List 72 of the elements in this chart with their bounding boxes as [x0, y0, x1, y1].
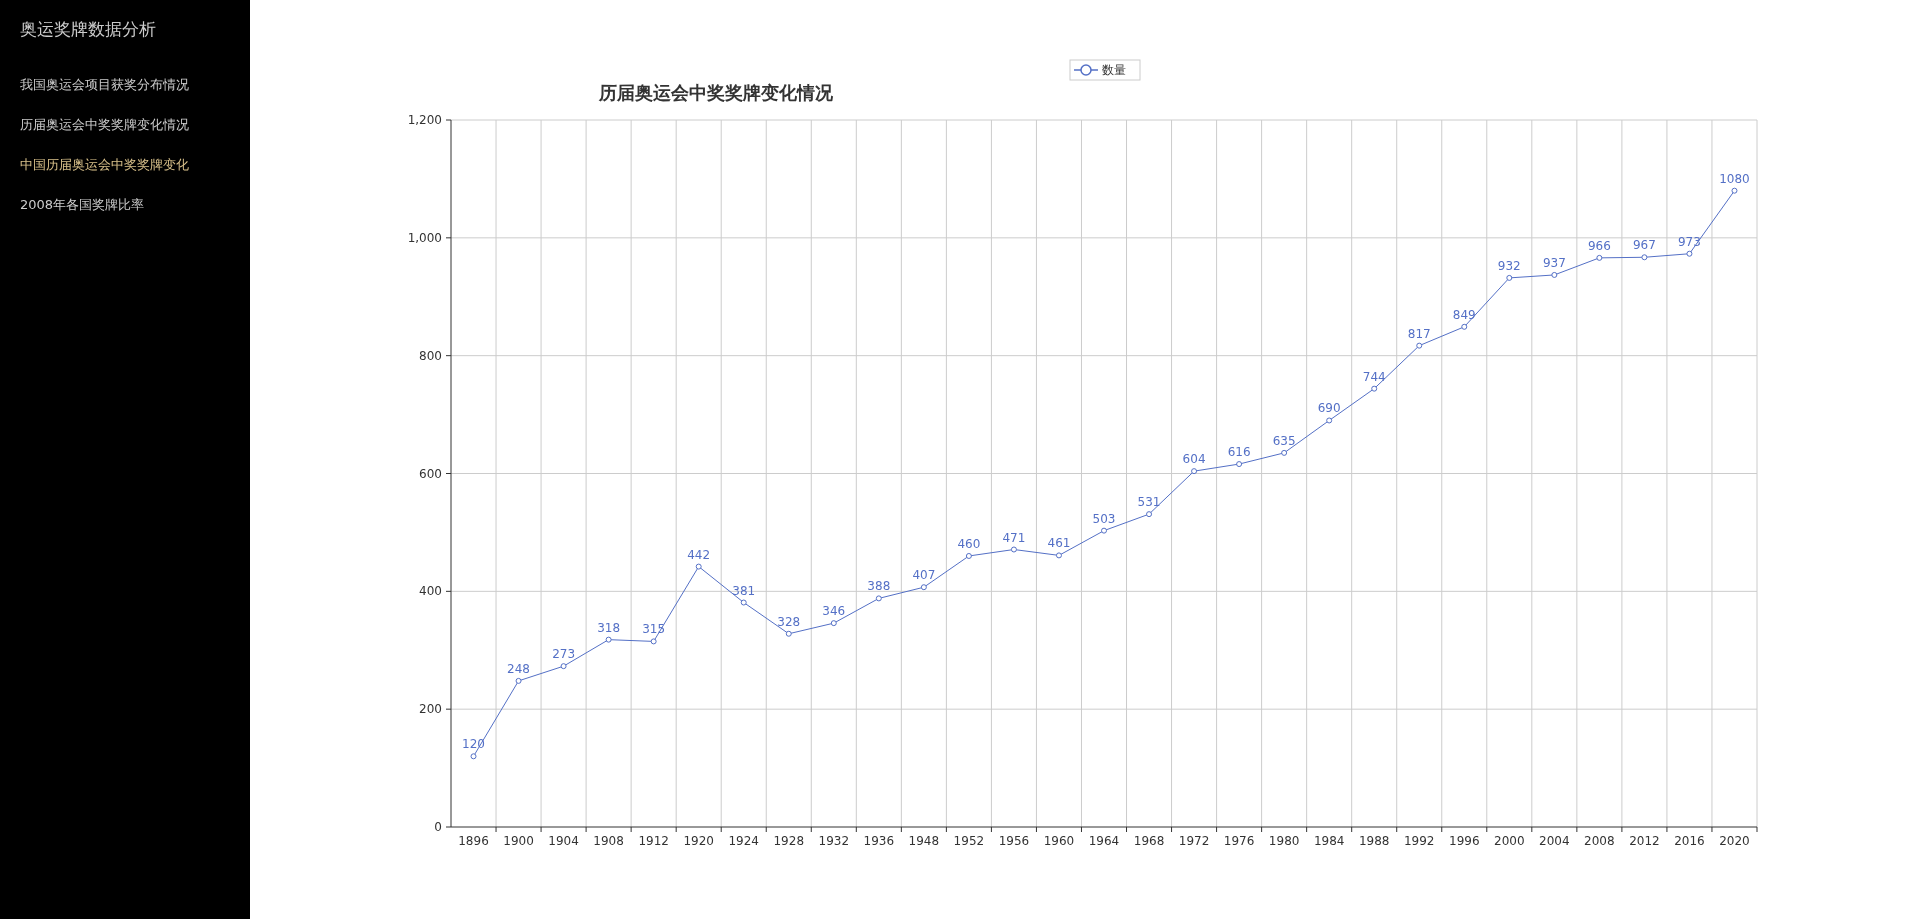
x-tick-label: 1924 — [728, 834, 759, 848]
data-label: 616 — [1227, 445, 1251, 460]
x-tick-label: 2020 — [1719, 834, 1750, 848]
x-tick-label: 1968 — [1133, 834, 1165, 848]
data-label: 690 — [1317, 401, 1341, 416]
x-tick-label: 1948 — [908, 834, 940, 848]
x-tick-label: 1960 — [1043, 834, 1075, 848]
x-tick-label: 1952 — [953, 834, 985, 848]
data-label: 817 — [1407, 326, 1431, 341]
x-tick-label: 1964 — [1088, 834, 1120, 848]
data-label: 604 — [1182, 452, 1206, 467]
text: 我国奥运会项目获奖分布情况 — [20, 77, 189, 92]
data-label: 346 — [822, 604, 846, 619]
y-tick-label: 1,200 — [407, 113, 442, 127]
x-tick-label: 1972 — [1178, 834, 1210, 848]
x-tick-label: 1984 — [1313, 834, 1345, 848]
data-label: 635 — [1272, 433, 1296, 448]
data-label: 442 — [687, 547, 711, 562]
x-tick-label: 1976 — [1223, 834, 1255, 848]
x-tick-label: 1908 — [593, 834, 624, 848]
data-label: 381 — [732, 583, 756, 598]
data-label: 1080 — [1719, 171, 1750, 186]
x-tick-label: 1932 — [818, 834, 850, 848]
data-label: 461 — [1047, 536, 1071, 551]
data-label: 460 — [957, 536, 981, 551]
data-label: 967 — [1632, 238, 1656, 253]
text: 2008年各国奖牌比率 — [20, 197, 145, 212]
x-tick-label: 1904 — [548, 834, 579, 848]
x-tick-label: 2012 — [1629, 834, 1660, 848]
y-tick-label: 800 — [419, 348, 442, 363]
data-label: 849 — [1452, 307, 1476, 322]
text: 中国历届奥运会中奖奖牌变化 — [20, 157, 189, 172]
y-tick-label: 200 — [419, 702, 442, 717]
data-label: 471 — [1002, 530, 1026, 545]
data-label: 531 — [1137, 495, 1161, 510]
data-label: 273 — [552, 647, 576, 662]
data-label: 248 — [507, 661, 530, 676]
y-tick-label: 400 — [419, 584, 442, 599]
chart-title: 历届奥运会中奖奖牌变化情况 — [598, 82, 834, 103]
x-tick-label: 1936 — [863, 834, 895, 848]
data-label: 973 — [1678, 234, 1701, 249]
x-tick-label: 1980 — [1268, 834, 1300, 848]
data-label: 966 — [1587, 238, 1611, 253]
y-tick-label: 600 — [419, 466, 442, 481]
data-label: 932 — [1497, 258, 1521, 273]
x-tick-label: 1900 — [503, 834, 534, 848]
data-label: 315 — [642, 622, 666, 637]
x-tick-label: 1912 — [638, 834, 669, 848]
x-tick-label: 2008 — [1584, 834, 1615, 848]
y-tick-label: 0 — [434, 820, 442, 834]
x-tick-label: 1996 — [1449, 834, 1480, 848]
x-tick-label: 2016 — [1674, 834, 1705, 848]
data-label: 328 — [777, 614, 801, 629]
x-tick-label: 1928 — [773, 834, 805, 848]
data-label: 318 — [597, 620, 621, 635]
legend-label: 数量 — [1102, 63, 1126, 77]
x-tick-label: 1988 — [1358, 834, 1390, 848]
text: 奥运奖牌数据分析 — [20, 19, 156, 39]
x-tick-label: 1920 — [683, 834, 714, 848]
data-label: 744 — [1362, 369, 1386, 384]
x-tick-label: 1992 — [1403, 834, 1435, 848]
data-label: 120 — [462, 737, 485, 752]
x-tick-label: 2000 — [1494, 834, 1525, 848]
data-label: 937 — [1542, 255, 1566, 270]
data-label: 503 — [1092, 511, 1116, 526]
x-tick-label: 1896 — [458, 834, 489, 848]
text: 历届奥运会中奖奖牌变化情况 — [20, 117, 189, 132]
y-tick-label: 1,000 — [407, 230, 442, 245]
data-label: 388 — [867, 579, 891, 594]
x-tick-label: 1956 — [998, 834, 1030, 848]
x-tick-label: 2004 — [1539, 834, 1570, 848]
data-label: 407 — [912, 568, 936, 583]
